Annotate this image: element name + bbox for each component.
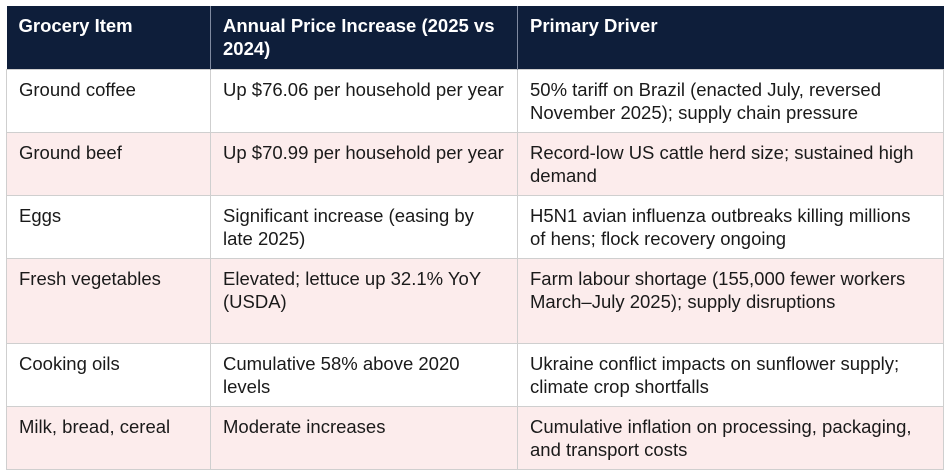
cell-grocery-item: Ground coffee <box>6 69 211 133</box>
header-grocery-item: Grocery Item <box>6 6 211 70</box>
cell-price-increase: Elevated; lettuce up 32.1% YoY (USDA) <box>210 258 518 344</box>
cell-grocery-item: Cooking oils <box>6 343 211 407</box>
cell-primary-driver: Farm labour shortage (155,000 fewer work… <box>517 258 944 344</box>
table-row: Milk, bread, cereal Moderate increases C… <box>6 406 944 470</box>
table-row: Cooking oils Cumulative 58% above 2020 l… <box>6 343 944 407</box>
table-row: Fresh vegetables Elevated; lettuce up 32… <box>6 258 944 344</box>
cell-price-increase: Up $76.06 per household per year <box>210 69 518 133</box>
cell-price-increase: Up $70.99 per household per year <box>210 132 518 196</box>
cell-primary-driver: 50% tariff on Brazil (enacted July, reve… <box>517 69 944 133</box>
grocery-price-table: Grocery Item Annual Price Increase (2025… <box>6 6 944 470</box>
cell-primary-driver: Record-low US cattle herd size; sustaine… <box>517 132 944 196</box>
cell-price-increase: Cumulative 58% above 2020 levels <box>210 343 518 407</box>
cell-price-increase: Significant increase (easing by late 202… <box>210 195 518 259</box>
table-row: Eggs Significant increase (easing by lat… <box>6 195 944 259</box>
table-header-row: Grocery Item Annual Price Increase (2025… <box>6 6 944 70</box>
cell-primary-driver: H5N1 avian influenza outbreaks killing m… <box>517 195 944 259</box>
cell-primary-driver: Ukraine conflict impacts on sunflower su… <box>517 343 944 407</box>
grocery-price-table-container: Grocery Item Annual Price Increase (2025… <box>6 6 944 470</box>
table-row: Ground coffee Up $76.06 per household pe… <box>6 69 944 133</box>
cell-grocery-item: Ground beef <box>6 132 211 196</box>
cell-primary-driver: Cumulative inflation on processing, pack… <box>517 406 944 470</box>
header-annual-price-increase: Annual Price Increase (2025 vs 2024) <box>210 6 518 70</box>
cell-grocery-item: Milk, bread, cereal <box>6 406 211 470</box>
cell-price-increase: Moderate increases <box>210 406 518 470</box>
cell-grocery-item: Fresh vegetables <box>6 258 211 344</box>
table-row: Ground beef Up $70.99 per household per … <box>6 132 944 196</box>
header-primary-driver: Primary Driver <box>517 6 944 70</box>
cell-grocery-item: Eggs <box>6 195 211 259</box>
